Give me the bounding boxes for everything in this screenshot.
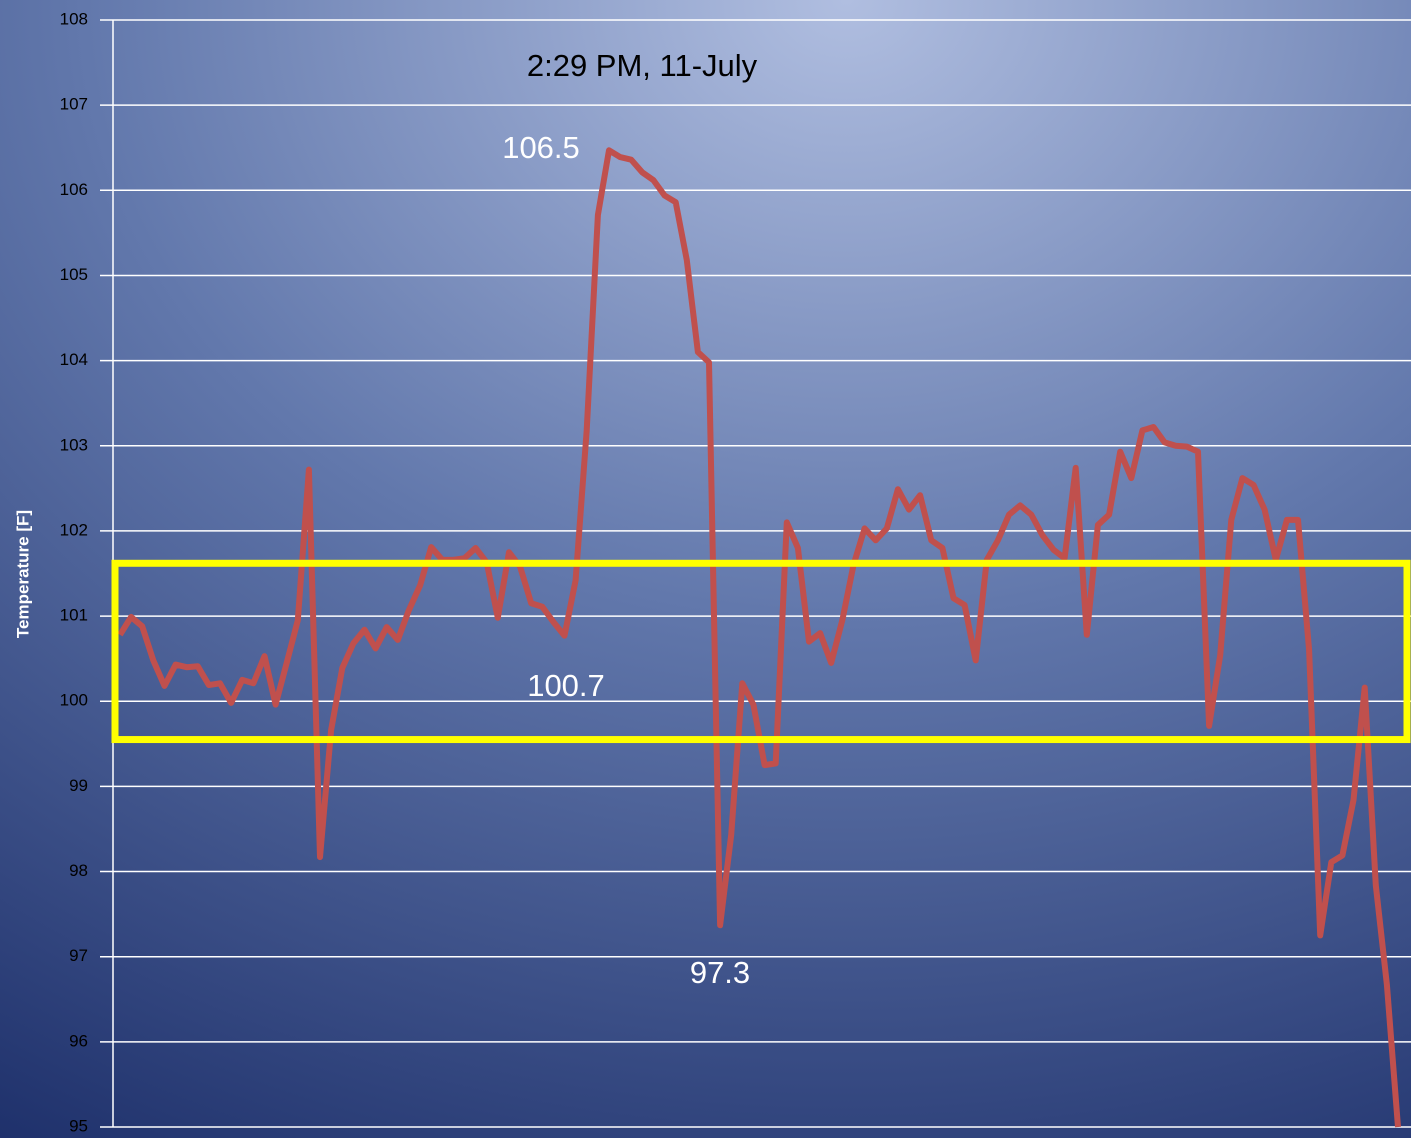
y-tick-label: 98 [69, 861, 88, 880]
y-tick-label: 107 [60, 95, 88, 114]
y-tick-label: 95 [69, 1116, 88, 1135]
annotation: 100.7 [527, 668, 605, 703]
y-tick-label: 101 [60, 606, 88, 625]
y-tick-label: 99 [69, 776, 88, 795]
y-tick-label: 108 [60, 9, 88, 28]
y-tick-label: 103 [60, 435, 88, 454]
y-tick-label: 96 [69, 1031, 88, 1050]
y-axis-label: Temperature [F] [13, 510, 32, 638]
chart-title: 2:29 PM, 11-July [527, 48, 758, 83]
y-tick-label: 97 [69, 946, 88, 965]
y-tick-label: 102 [60, 520, 88, 539]
annotation: 106.5 [502, 130, 580, 165]
y-tick-label: 105 [60, 265, 88, 284]
data-line [117, 147, 1401, 1128]
y-tick-label: 100 [60, 691, 88, 710]
y-tick-label: 104 [60, 350, 88, 369]
highlight-box [111, 559, 1411, 744]
y-tick-label: 106 [60, 180, 88, 199]
annotation: 97.3 [690, 955, 750, 990]
